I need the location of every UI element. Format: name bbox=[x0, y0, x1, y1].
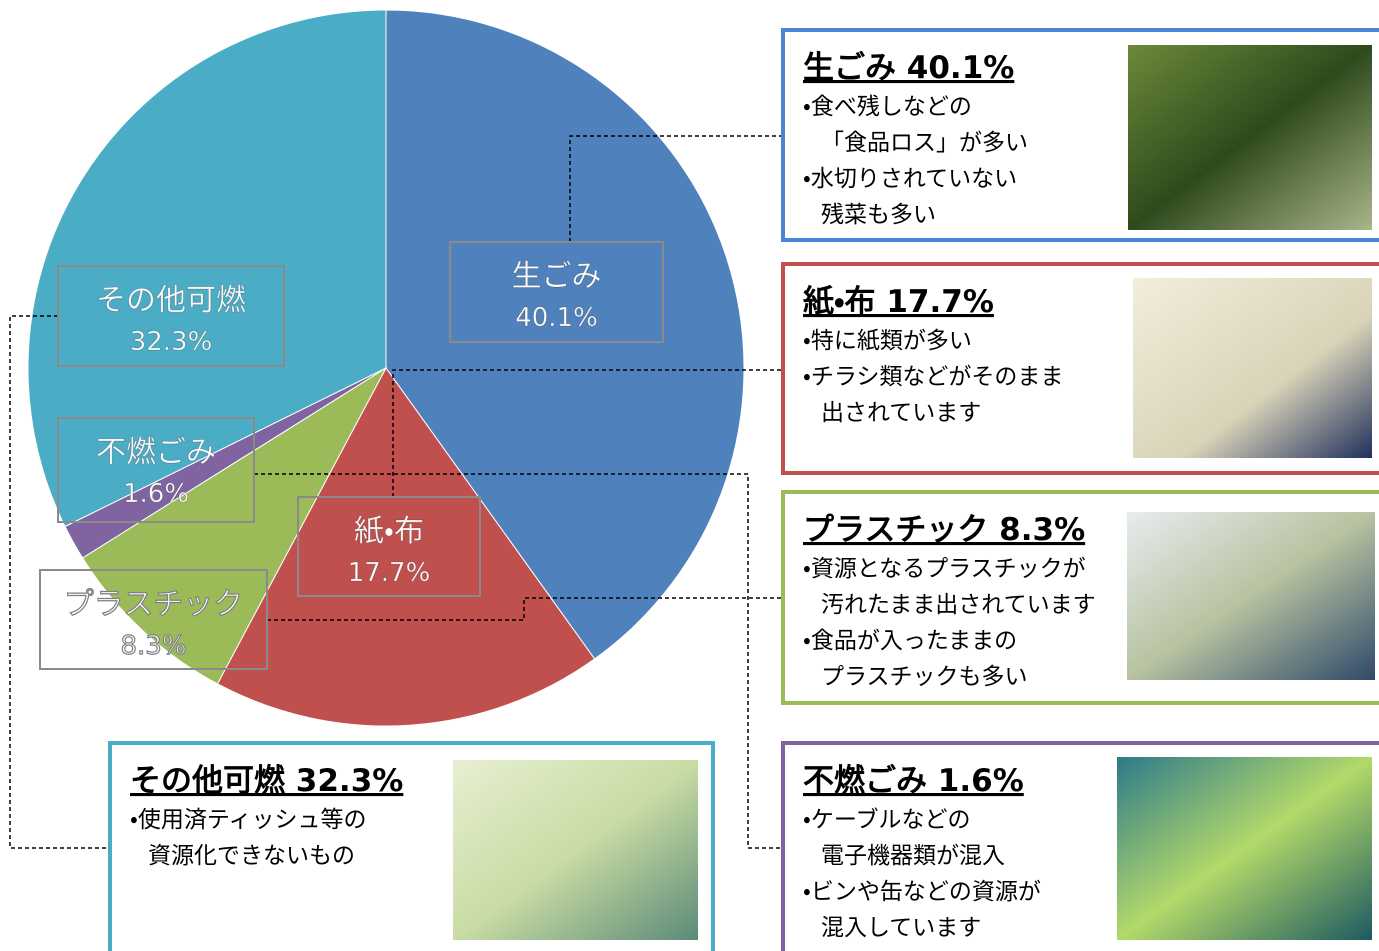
callout-line: ・水切りされていない bbox=[803, 166, 1017, 192]
slice-label: 生ごみ bbox=[512, 259, 602, 294]
photo bbox=[453, 760, 698, 940]
body: 生ごみ 40.1% 紙・布 17.7% プラスチック 8.3% 不燃ごみ 1.6% その他可燃 3… bbox=[0, 0, 1379, 951]
callout-line: 汚れたまま出されています bbox=[821, 592, 1096, 618]
slice-value-label: 32.3% bbox=[130, 327, 213, 357]
callout-line: ・食品が入ったままの bbox=[803, 628, 1017, 654]
callout-line: ・資源となるプラスチックが bbox=[803, 556, 1086, 582]
callout-line: 混入しています bbox=[821, 915, 981, 941]
photo bbox=[1133, 278, 1372, 458]
callout-line: 電子機器類が混入 bbox=[821, 843, 1005, 869]
slice-value-label: 8.3% bbox=[120, 631, 186, 661]
callout-title: 不燃ごみ 1.6% bbox=[803, 763, 1024, 799]
callout-title: 紙・布 17.7% bbox=[803, 284, 994, 320]
callout-line: 残菜も多い bbox=[821, 202, 936, 228]
callout-line: ・ビンや缶などの資源が bbox=[803, 879, 1041, 905]
callout-line: ・特に紙類が多い bbox=[803, 328, 972, 354]
callout-line: 「食品ロス」が多い bbox=[821, 130, 1028, 156]
slice-label: プラスチック bbox=[64, 587, 243, 622]
slice-label: その他可燃 bbox=[96, 283, 246, 318]
infographic: 生ごみ 40.1% 紙・布 17.7% プラスチック 8.3% 不燃ごみ 1.6% その他可燃 3… bbox=[0, 0, 1379, 951]
callout-line: ・チラシ類などがそのまま bbox=[803, 364, 1063, 390]
slice-value-label: 17.7% bbox=[348, 558, 431, 588]
photo bbox=[1127, 512, 1375, 680]
photo bbox=[1117, 757, 1372, 940]
callout-line: ・食べ残しなどの bbox=[803, 94, 972, 120]
slice-label: 不燃ごみ bbox=[96, 435, 216, 470]
slice-label: 紙・布 bbox=[354, 514, 424, 549]
callout-line: ・使用済ティッシュ等の bbox=[130, 807, 366, 833]
callout-line: プラスチックも多い bbox=[821, 664, 1028, 690]
photo bbox=[1128, 45, 1372, 230]
callout-line: 出されています bbox=[821, 400, 981, 426]
callout-title: 生ごみ 40.1% bbox=[803, 50, 1014, 86]
page: {"chart_data": {"type": "pie", "categori… bbox=[0, 0, 1379, 951]
callout-title: プラスチック 8.3% bbox=[803, 512, 1085, 548]
slice-value-label: 40.1% bbox=[515, 303, 598, 333]
callout-title: その他可燃 32.3% bbox=[130, 763, 403, 799]
slice-value-label: 1.6% bbox=[123, 479, 189, 509]
callout-line: ・ケーブルなどの bbox=[803, 807, 970, 833]
callout-line: 資源化できないもの bbox=[148, 843, 355, 869]
